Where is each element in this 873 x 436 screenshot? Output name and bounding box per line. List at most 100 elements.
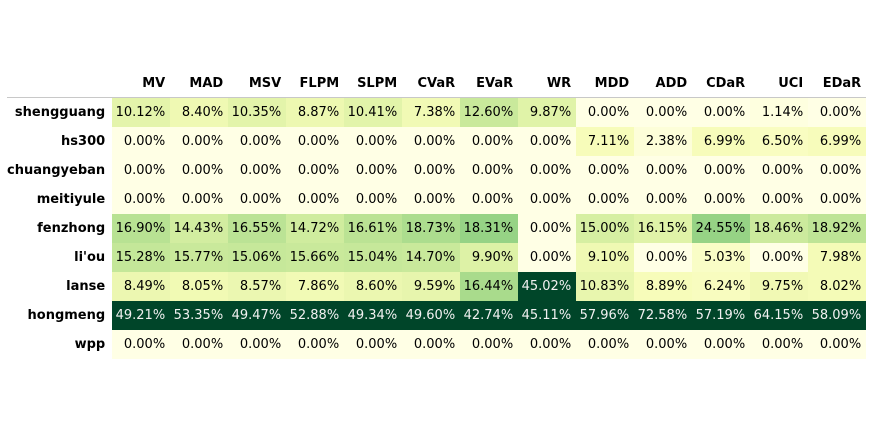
heatmap-cell: 0.00% bbox=[518, 185, 577, 214]
heatmap-cell: 0.00% bbox=[286, 330, 345, 359]
table-row: shengguang 10.12% 8.40% 10.35% 8.87% 10.41% 7.… bbox=[7, 97, 867, 127]
heatmap-cell: 0.00% bbox=[634, 156, 693, 185]
heatmap-cell: 7.98% bbox=[808, 243, 867, 272]
column-header-row: MV MAD MSV FLPM SLPM CVaR EVaR WR MDD ADD CDaR UCI E… bbox=[7, 70, 867, 98]
heatmap-cell: 9.59% bbox=[402, 272, 461, 301]
heatmap-cell: 0.00% bbox=[112, 330, 171, 359]
heatmap-table: MV MAD MSV FLPM SLPM CVaR EVaR WR MDD ADD CDaR UCI E… bbox=[7, 70, 867, 359]
heatmap-cell: 18.31% bbox=[460, 214, 519, 243]
heatmap-cell: 9.75% bbox=[750, 272, 809, 301]
heatmap-cell: 0.00% bbox=[286, 127, 345, 156]
heatmap-cell: 0.00% bbox=[344, 127, 403, 156]
heatmap-cell: 0.00% bbox=[170, 330, 229, 359]
heatmap-cell: 0.00% bbox=[750, 185, 809, 214]
heatmap-cell: 15.04% bbox=[344, 243, 403, 272]
heatmap-cell: 9.90% bbox=[460, 243, 519, 272]
heatmap-cell: 0.00% bbox=[170, 127, 229, 156]
heatmap-body: shengguang 10.12% 8.40% 10.35% 8.87% 10.41% 7.… bbox=[7, 97, 867, 359]
heatmap-cell: 0.00% bbox=[692, 156, 751, 185]
heatmap-cell: 49.60% bbox=[402, 301, 461, 330]
row-header: lanse bbox=[66, 279, 106, 294]
heatmap-cell: 0.00% bbox=[402, 127, 461, 156]
heatmap-cell: 10.41% bbox=[344, 97, 403, 127]
heatmap-cell: 0.00% bbox=[228, 127, 287, 156]
table-row: chuangyeban 0.00% 0.00% 0.00% 0.00% 0.00% 0.00… bbox=[7, 156, 867, 185]
heatmap-cell: 0.00% bbox=[808, 185, 867, 214]
table-row: meitiyule 0.00% 0.00% 0.00% 0.00% 0.00% 0.00% 0… bbox=[7, 185, 867, 214]
column-header: CDaR bbox=[692, 70, 751, 98]
heatmap-cell: 0.00% bbox=[750, 330, 809, 359]
table-row: hongmeng 49.21% 53.35% 49.47% 52.88% 49.34% 49… bbox=[7, 301, 867, 330]
row-header: meitiyule bbox=[36, 192, 106, 207]
column-header: FLPM bbox=[286, 70, 345, 98]
table-row: wpp 0.00% 0.00% 0.00% 0.00% 0.00% 0.00% 0.00% 0.… bbox=[7, 330, 867, 359]
column-header: EVaR bbox=[460, 70, 519, 98]
heatmap-cell: 6.99% bbox=[808, 127, 867, 156]
heatmap-cell: 0.00% bbox=[750, 243, 809, 272]
heatmap-cell: 0.00% bbox=[808, 330, 867, 359]
heatmap-cell: 57.96% bbox=[576, 301, 635, 330]
heatmap-cell: 72.58% bbox=[634, 301, 693, 330]
heatmap-cell: 16.44% bbox=[460, 272, 519, 301]
heatmap-cell: 0.00% bbox=[286, 185, 345, 214]
heatmap-cell: 8.89% bbox=[634, 272, 693, 301]
heatmap-cell: 8.02% bbox=[808, 272, 867, 301]
row-header: li'ou bbox=[74, 250, 106, 265]
heatmap-cell: 6.24% bbox=[692, 272, 751, 301]
heatmap-cell: 0.00% bbox=[576, 97, 635, 127]
heatmap-cell: 0.00% bbox=[228, 185, 287, 214]
heatmap-cell: 0.00% bbox=[808, 156, 867, 185]
row-header: hs300 bbox=[61, 134, 106, 149]
column-header: MAD bbox=[170, 70, 229, 98]
heatmap-cell: 0.00% bbox=[518, 156, 577, 185]
heatmap-cell: 0.00% bbox=[518, 214, 577, 243]
heatmap-cell: 0.00% bbox=[576, 156, 635, 185]
heatmap-cell: 0.00% bbox=[170, 185, 229, 214]
heatmap-cell: 0.00% bbox=[634, 97, 693, 127]
heatmap-cell: 2.38% bbox=[634, 127, 693, 156]
heatmap-cell: 0.00% bbox=[518, 127, 577, 156]
heatmap-cell: 0.00% bbox=[228, 156, 287, 185]
heatmap-cell: 18.73% bbox=[402, 214, 461, 243]
heatmap-cell: 0.00% bbox=[344, 330, 403, 359]
heatmap-cell: 57.19% bbox=[692, 301, 751, 330]
heatmap-cell: 0.00% bbox=[692, 97, 751, 127]
heatmap-cell: 0.00% bbox=[460, 127, 519, 156]
heatmap-cell: 18.46% bbox=[750, 214, 809, 243]
heatmap-cell: 0.00% bbox=[518, 330, 577, 359]
heatmap-cell: 14.70% bbox=[402, 243, 461, 272]
heatmap-cell: 0.00% bbox=[634, 243, 693, 272]
corner-cell bbox=[7, 70, 113, 98]
column-header: UCI bbox=[750, 70, 809, 98]
table-row: lanse 8.49% 8.05% 8.57% 7.86% 8.60% 9.59% 16.44… bbox=[7, 272, 867, 301]
table-row: hs300 0.00% 0.00% 0.00% 0.00% 0.00% 0.00% 0.00%… bbox=[7, 127, 867, 156]
heatmap-cell: 9.10% bbox=[576, 243, 635, 272]
heatmap-cell: 0.00% bbox=[402, 330, 461, 359]
heatmap-cell: 15.06% bbox=[228, 243, 287, 272]
heatmap-cell: 16.55% bbox=[228, 214, 287, 243]
heatmap-cell: 15.66% bbox=[286, 243, 345, 272]
heatmap-cell: 0.00% bbox=[750, 156, 809, 185]
heatmap-cell: 0.00% bbox=[460, 185, 519, 214]
heatmap-cell: 45.11% bbox=[518, 301, 577, 330]
heatmap-cell: 7.11% bbox=[576, 127, 635, 156]
row-header: shengguang bbox=[14, 105, 106, 120]
heatmap-cell: 49.34% bbox=[344, 301, 403, 330]
heatmap-cell: 0.00% bbox=[460, 156, 519, 185]
heatmap-cell: 0.00% bbox=[112, 156, 171, 185]
heatmap-cell: 7.86% bbox=[286, 272, 345, 301]
heatmap-cell: 18.92% bbox=[808, 214, 867, 243]
heatmap-cell: 8.40% bbox=[170, 97, 229, 127]
heatmap-cell: 52.88% bbox=[286, 301, 345, 330]
heatmap-cell: 8.60% bbox=[344, 272, 403, 301]
heatmap-cell: 9.87% bbox=[518, 97, 577, 127]
heatmap-cell: 8.05% bbox=[170, 272, 229, 301]
column-header: MV bbox=[112, 70, 171, 98]
heatmap-cell: 16.90% bbox=[112, 214, 171, 243]
row-header: wpp bbox=[74, 337, 106, 352]
heatmap-cell: 14.72% bbox=[286, 214, 345, 243]
heatmap-cell: 0.00% bbox=[112, 185, 171, 214]
heatmap-cell: 49.21% bbox=[112, 301, 171, 330]
heatmap-cell: 5.03% bbox=[692, 243, 751, 272]
heatmap-cell: 0.00% bbox=[344, 156, 403, 185]
